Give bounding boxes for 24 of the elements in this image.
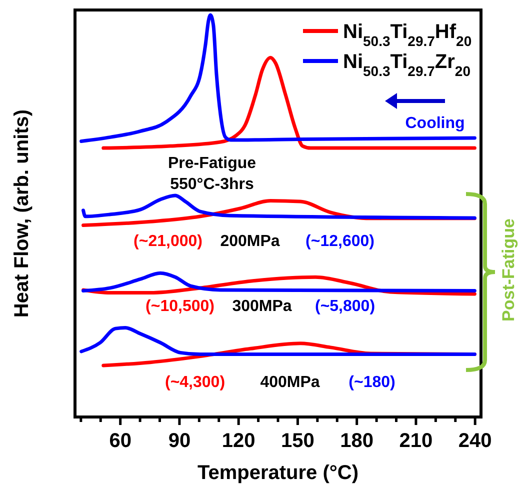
annotation: 550°C-3hrs [170, 176, 254, 193]
x-tick-label: 150 [281, 430, 314, 452]
legend-label: Ni$_{50.3}$Ti$_{29.7}$Zr$_{20}$ [343, 51, 471, 79]
text: Post-Fatigue [499, 218, 518, 322]
annotation: Pre-Fatigue [168, 155, 256, 172]
x-tick-label: 60 [109, 430, 132, 452]
x-tick-label: 90 [168, 430, 191, 452]
annotation: (~4,300) [164, 374, 226, 391]
annotation: (~21,000) [134, 233, 202, 250]
x-tick-label: 120 [222, 430, 256, 452]
annotation: (~180) [348, 374, 396, 391]
annotation: 400MPa [260, 374, 320, 391]
x-tick-label: 180 [340, 430, 374, 452]
annotation: Cooling [405, 115, 465, 132]
x-tick-label: 240 [458, 430, 492, 452]
annotation: 200MPa [220, 233, 280, 250]
legend-label: Ni$_{50.3}$Ti$_{29.7}$Hf$_{20}$ [343, 21, 472, 49]
annotation: (~12,600) [306, 233, 374, 250]
annotation: 300MPa [232, 298, 292, 315]
annotation: (~10,500) [146, 298, 214, 315]
x-tick-label: 210 [399, 430, 433, 452]
y-axis-title: Heat Flow, (arb. units) [11, 109, 33, 318]
x-axis-title: Temperature (°C) [198, 462, 358, 484]
annotation: (~5,800) [314, 298, 376, 315]
